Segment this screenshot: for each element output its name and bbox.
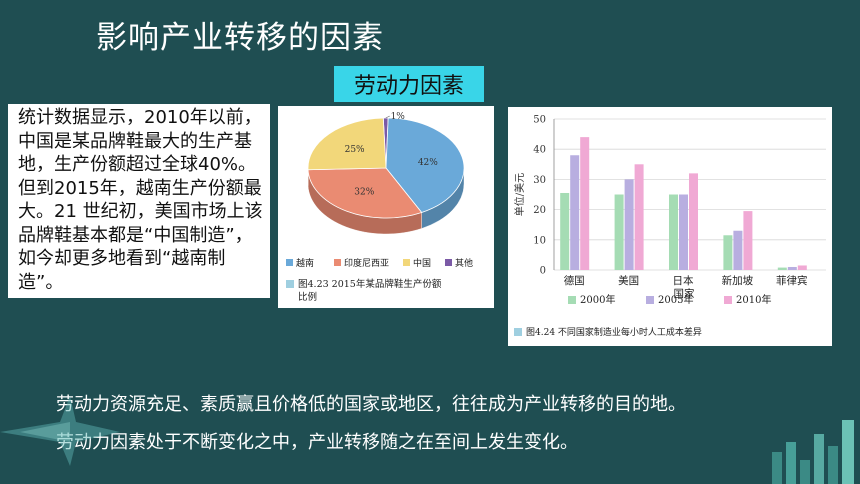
- pie-slice-越南: [385, 117, 465, 213]
- pie-caption-line1: 图4.23 2015年某品牌鞋生产份额: [298, 279, 442, 290]
- bar-legend-label: 2010年: [736, 293, 771, 306]
- bar-2000年-德国: [560, 192, 570, 270]
- bar-2005年-日本: [679, 194, 688, 270]
- bar-legend-swatch: [568, 296, 576, 304]
- pie-label: 25%: [345, 145, 365, 155]
- legend-swatch: [286, 259, 293, 266]
- bar-legend-swatch: [646, 296, 654, 304]
- y-axis-label: 单位/美元: [513, 173, 526, 216]
- x-tick-label: 德国: [564, 274, 585, 287]
- y-tick-label: 40: [533, 145, 546, 156]
- pie-label: 42%: [418, 158, 438, 168]
- pie-legend-item: 中国: [403, 256, 431, 269]
- pie-label: 1%: [391, 112, 406, 122]
- bar-caption-text: 图4.24 不同国家制造业每小时人工成本差异: [526, 328, 702, 338]
- x-tick-label: 菲律宾: [776, 274, 808, 287]
- bar-2000年-日本: [669, 194, 678, 270]
- bar-legend-label: 2000年: [580, 293, 615, 306]
- pie-legend: 越南 印度尼西亚 中国 其他: [286, 256, 487, 269]
- pie-legend-item: 其他: [445, 256, 473, 269]
- x-tick-label: 美国: [618, 274, 639, 287]
- bar-2010年-美国: [634, 164, 644, 270]
- pie-legend-item: 印度尼西亚: [334, 256, 389, 269]
- bar-decoration-icon: [772, 420, 854, 484]
- legend-label: 其他: [455, 259, 474, 269]
- x-axis-label: 国家: [674, 287, 695, 300]
- bar-legend-label: 2005年: [658, 293, 693, 306]
- bottom-line-1: 劳动力资源充足、素质赢且价格低的国家或地区，往往成为产业转移的目的地。: [56, 394, 686, 415]
- pie-leader-line: [385, 115, 390, 119]
- bar-2000年-美国: [614, 194, 624, 270]
- intro-paragraph: 统计数据显示，2010年以前，中国是某品牌鞋最大的生产基地，生产份额超过全球40…: [8, 104, 270, 298]
- bottom-line-2: 劳动力因素处于不断变化之中，产业转移随之在至间上发生变化。: [56, 432, 578, 453]
- caption-marker-icon: [286, 280, 294, 288]
- pie-chart: 1% 42% 32% 25%: [307, 112, 465, 235]
- bar-2010年-新加坡: [743, 211, 753, 270]
- bar-caption: 图4.24 不同国家制造业每小时人工成本差异: [514, 327, 702, 340]
- x-tick-label: 日本: [673, 274, 694, 287]
- pie-caption-line2: 比例: [298, 292, 318, 303]
- bar-2005年-德国: [570, 155, 580, 270]
- legend-label: 印度尼西亚: [344, 259, 390, 269]
- legend-label: 中国: [413, 259, 432, 269]
- y-tick-label: 0: [540, 266, 546, 277]
- pie-caption: 图4.23 2015年某品牌鞋生产份额 比例: [286, 278, 441, 304]
- bar-figure: 0 10 20 30 40 50 单位/美元德国 美国 日本 新加坡 菲律宾国家 2000年 2005年…: [508, 107, 832, 346]
- x-tick-label: 新加坡: [722, 274, 754, 287]
- y-tick-label: 30: [533, 175, 546, 186]
- legend-swatch: [445, 259, 453, 266]
- slide-title: 影响产业转移的因素: [96, 20, 384, 56]
- bar-2000年-菲律宾: [777, 267, 787, 270]
- pie-legend-item: 越南: [286, 256, 314, 269]
- y-tick-label: 10: [533, 235, 546, 246]
- legend-label: 越南: [296, 259, 315, 269]
- bar-2005年-新加坡: [733, 230, 743, 270]
- pie-figure: 1% 42% 32% 25% 越南 印度尼西亚 中国 其他 图4.23 2015年某品牌鞋生…: [278, 106, 494, 308]
- caption-marker-icon: [514, 328, 522, 336]
- legend-swatch: [334, 259, 342, 266]
- bar-legend-swatch: [724, 296, 732, 304]
- bar-2010年-菲律宾: [797, 265, 807, 270]
- pie-label: 32%: [354, 188, 374, 198]
- legend-swatch: [403, 259, 411, 266]
- bar-2000年-新加坡: [723, 235, 733, 270]
- y-tick-label: 50: [533, 115, 546, 126]
- pie-slice-中国: [307, 117, 387, 171]
- y-tick-label: 20: [533, 205, 546, 216]
- star-decoration-icon: [0, 396, 120, 466]
- bar-2005年-美国: [624, 179, 634, 270]
- pie-slice-印度尼西亚: [307, 167, 423, 219]
- bar-2010年-日本: [689, 173, 698, 270]
- bar-2005年-菲律宾: [787, 266, 797, 270]
- topic-tag: 劳动力因素: [334, 66, 484, 102]
- bar-2010年-德国: [580, 137, 590, 270]
